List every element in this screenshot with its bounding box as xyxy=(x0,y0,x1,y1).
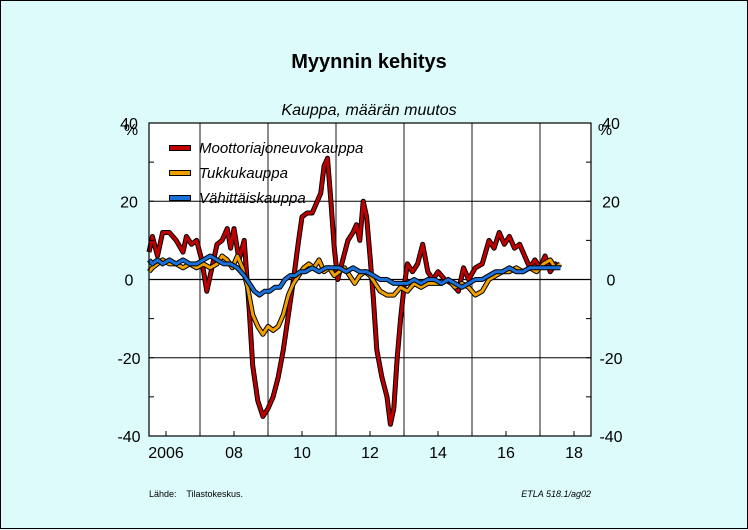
y-tick-label-left: -40 xyxy=(117,429,140,446)
y-tick-label-right: -20 xyxy=(599,351,622,368)
x-tick-label: 18 xyxy=(565,445,583,462)
x-tick-label: 14 xyxy=(429,445,447,462)
y-tick-label-right: 40 xyxy=(602,116,620,133)
y-tick-label-left: 0 xyxy=(125,273,134,290)
axis-ticks: -40 -40 -20 -20 0 0 20 20 40 40 2006 08 10 12 14 16 18 xyxy=(117,116,622,462)
y-tick-label-left: -20 xyxy=(117,351,140,368)
series-line-1 xyxy=(147,254,562,336)
series-line-2 xyxy=(147,254,561,297)
y-tick-label-left: 20 xyxy=(120,194,138,211)
x-tick-label: 2006 xyxy=(148,445,184,462)
y-tick-label-right: 0 xyxy=(607,273,616,290)
chart-title: Myynnin kehitys xyxy=(291,51,447,73)
x-tick-label: 08 xyxy=(225,445,243,462)
x-tick-label: 10 xyxy=(293,445,311,462)
x-tick-label: 12 xyxy=(361,445,379,462)
legend-label-vahittaiskauppa: Vähittäiskauppa xyxy=(199,190,306,207)
y-unit-left: % xyxy=(124,122,138,139)
legend-label-tukkukauppa: Tukkukauppa xyxy=(199,165,288,182)
x-tick-label: 16 xyxy=(497,445,515,462)
credit-note: ETLA 518.1/ag02 xyxy=(521,489,591,499)
chart-subtitle: Kauppa, määrän muutos xyxy=(281,102,456,119)
series-lines xyxy=(146,155,562,427)
y-tick-label-left: 40 xyxy=(120,116,138,133)
y-unit-right: % xyxy=(598,122,612,139)
source-note: Lähde: Tilastokeskus. xyxy=(149,489,243,499)
legend: Moottoriajoneuvokauppa Tukkukauppa Vähit… xyxy=(169,140,363,207)
y-tick-label-right: -40 xyxy=(599,429,622,446)
series-line-0 xyxy=(147,156,562,426)
legend-label-moottoriajoneuvokauppa: Moottoriajoneuvokauppa xyxy=(199,140,363,157)
y-tick-label-right: 20 xyxy=(602,194,620,211)
